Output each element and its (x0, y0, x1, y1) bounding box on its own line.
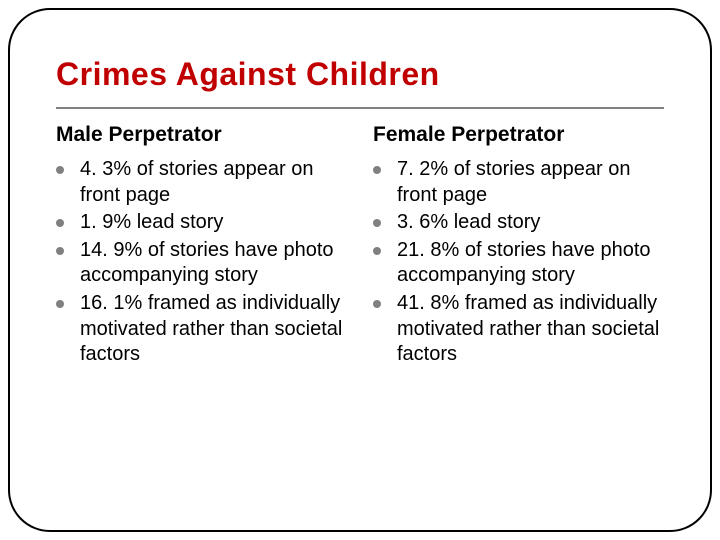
list-item-text: 4. 3% of stories appear on front page (80, 157, 347, 208)
list-item: 3. 6% lead story (373, 210, 664, 236)
bullet-icon (373, 300, 381, 308)
slide-title: Crimes Against Children (56, 56, 664, 93)
list-item: 4. 3% of stories appear on front page (56, 157, 347, 208)
left-heading: Male Perpetrator (56, 123, 347, 147)
bullet-icon (373, 219, 381, 227)
right-list: 7. 2% of stories appear on front page 3.… (373, 157, 664, 368)
bullet-icon (56, 219, 64, 227)
left-list: 4. 3% of stories appear on front page 1.… (56, 157, 347, 368)
title-rule (56, 107, 664, 109)
right-column: Female Perpetrator 7. 2% of stories appe… (373, 123, 664, 370)
list-item-text: 21. 8% of stories have photo accompanyin… (397, 238, 664, 289)
list-item-text: 7. 2% of stories appear on front page (397, 157, 664, 208)
list-item: 21. 8% of stories have photo accompanyin… (373, 238, 664, 289)
list-item: 7. 2% of stories appear on front page (373, 157, 664, 208)
bullet-icon (56, 300, 64, 308)
bullet-icon (373, 166, 381, 174)
bullet-icon (373, 247, 381, 255)
right-heading: Female Perpetrator (373, 123, 664, 147)
slide-frame: Crimes Against Children Male Perpetrator… (8, 8, 712, 532)
list-item-text: 3. 6% lead story (397, 210, 664, 236)
bullet-icon (56, 247, 64, 255)
columns: Male Perpetrator 4. 3% of stories appear… (56, 123, 664, 370)
list-item: 41. 8% framed as individually motivated … (373, 291, 664, 368)
list-item: 1. 9% lead story (56, 210, 347, 236)
list-item-text: 1. 9% lead story (80, 210, 347, 236)
bullet-icon (56, 166, 64, 174)
list-item: 16. 1% framed as individually motivated … (56, 291, 347, 368)
list-item: 14. 9% of stories have photo accompanyin… (56, 238, 347, 289)
left-column: Male Perpetrator 4. 3% of stories appear… (56, 123, 347, 370)
list-item-text: 16. 1% framed as individually motivated … (80, 291, 347, 368)
list-item-text: 14. 9% of stories have photo accompanyin… (80, 238, 347, 289)
list-item-text: 41. 8% framed as individually motivated … (397, 291, 664, 368)
